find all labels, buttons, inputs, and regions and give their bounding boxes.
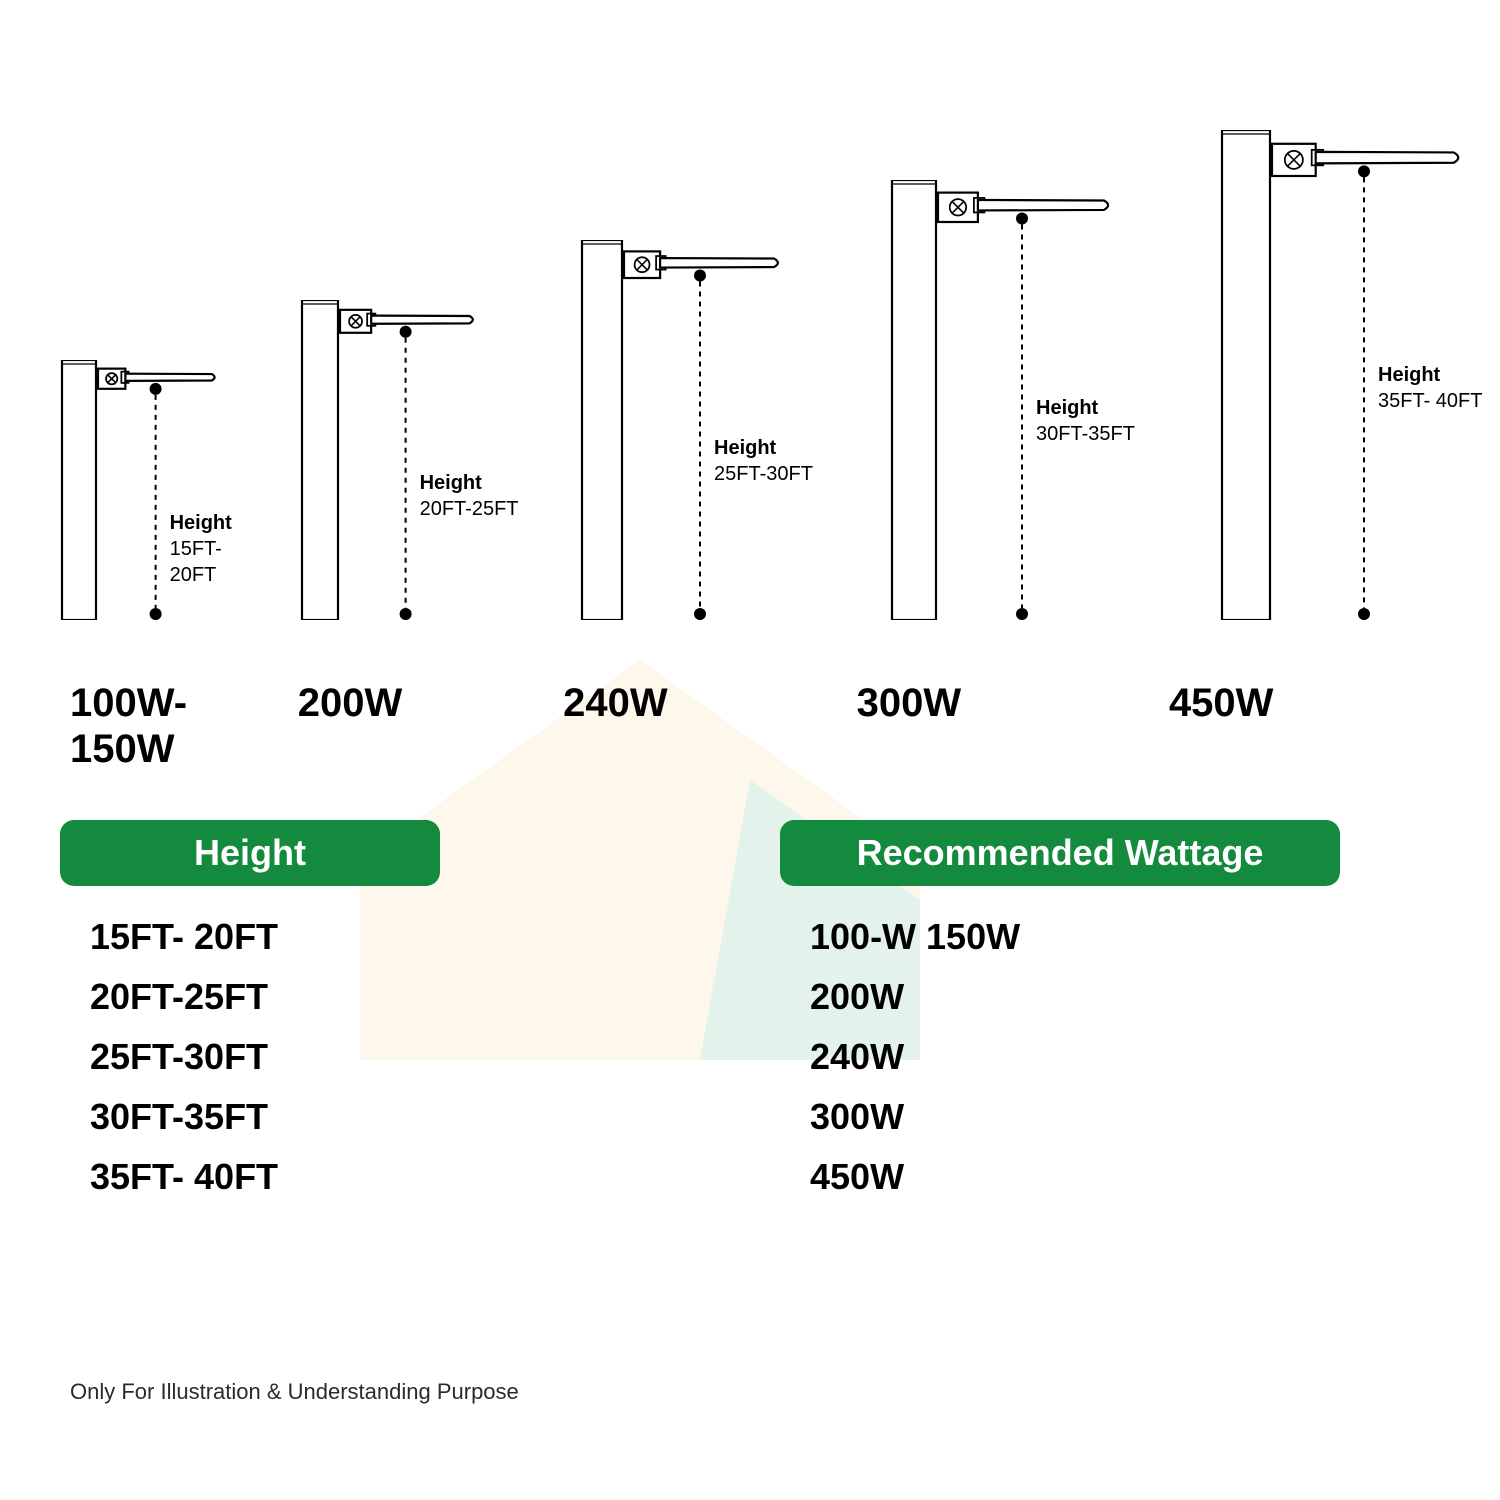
wattage-row: 100W-150W 200W 240W 300W 450W xyxy=(70,680,1460,780)
height-column: Height 15FT- 20FT 20FT-25FT 25FT-30FT 30FT-… xyxy=(60,820,720,1216)
pole-unit: Height25FT-30FT xyxy=(580,240,850,620)
table-section: Height 15FT- 20FT 20FT-25FT 25FT-30FT 30FT-… xyxy=(60,820,1440,1216)
height-label: Height35FT- 40FT xyxy=(1378,362,1482,414)
wattage-header: Recommended Wattage xyxy=(780,820,1340,886)
footer-note: Only For Illustration & Understanding Pu… xyxy=(70,1379,519,1405)
height-label: Height30FT-35FT xyxy=(1036,395,1135,447)
wattage-cell: 200W xyxy=(810,976,1440,1018)
wattage-label: 300W xyxy=(857,680,1129,780)
wattage-list: 100-W 150W 200W 240W 300W 450W xyxy=(780,916,1440,1198)
wattage-label: 240W xyxy=(563,680,817,780)
wattage-cell: 100-W 150W xyxy=(810,916,1440,958)
height-cell: 25FT-30FT xyxy=(90,1036,720,1078)
height-cell: 20FT-25FT xyxy=(90,976,720,1018)
height-cell: 15FT- 20FT xyxy=(90,916,720,958)
height-label: Height25FT-30FT xyxy=(714,435,813,487)
wattage-column: Recommended Wattage 100-W 150W 200W 240W 30… xyxy=(780,820,1440,1216)
pole-unit: Height35FT- 40FT xyxy=(1220,130,1500,620)
wattage-cell: 300W xyxy=(810,1096,1440,1138)
height-label: Height15FT- 20FT xyxy=(170,510,260,588)
pole-unit: Height20FT-25FT xyxy=(300,300,540,620)
wattage-label: 200W xyxy=(298,680,523,780)
height-cell: 35FT- 40FT xyxy=(90,1156,720,1198)
wattage-cell: 240W xyxy=(810,1036,1440,1078)
poles-row: Height15FT- 20FT Height20FT-25FT Height25F… xyxy=(60,130,1460,620)
wattage-label: 100W-150W xyxy=(70,680,258,780)
height-header: Height xyxy=(60,820,440,886)
pole-unit: Height15FT- 20FT xyxy=(60,360,260,620)
height-list: 15FT- 20FT 20FT-25FT 25FT-30FT 30FT-35FT 35F… xyxy=(60,916,720,1198)
height-label: Height20FT-25FT xyxy=(420,470,519,522)
wattage-label: 450W xyxy=(1169,680,1460,780)
wattage-cell: 450W xyxy=(810,1156,1440,1198)
height-cell: 30FT-35FT xyxy=(90,1096,720,1138)
pole-unit: Height30FT-35FT xyxy=(890,180,1180,620)
